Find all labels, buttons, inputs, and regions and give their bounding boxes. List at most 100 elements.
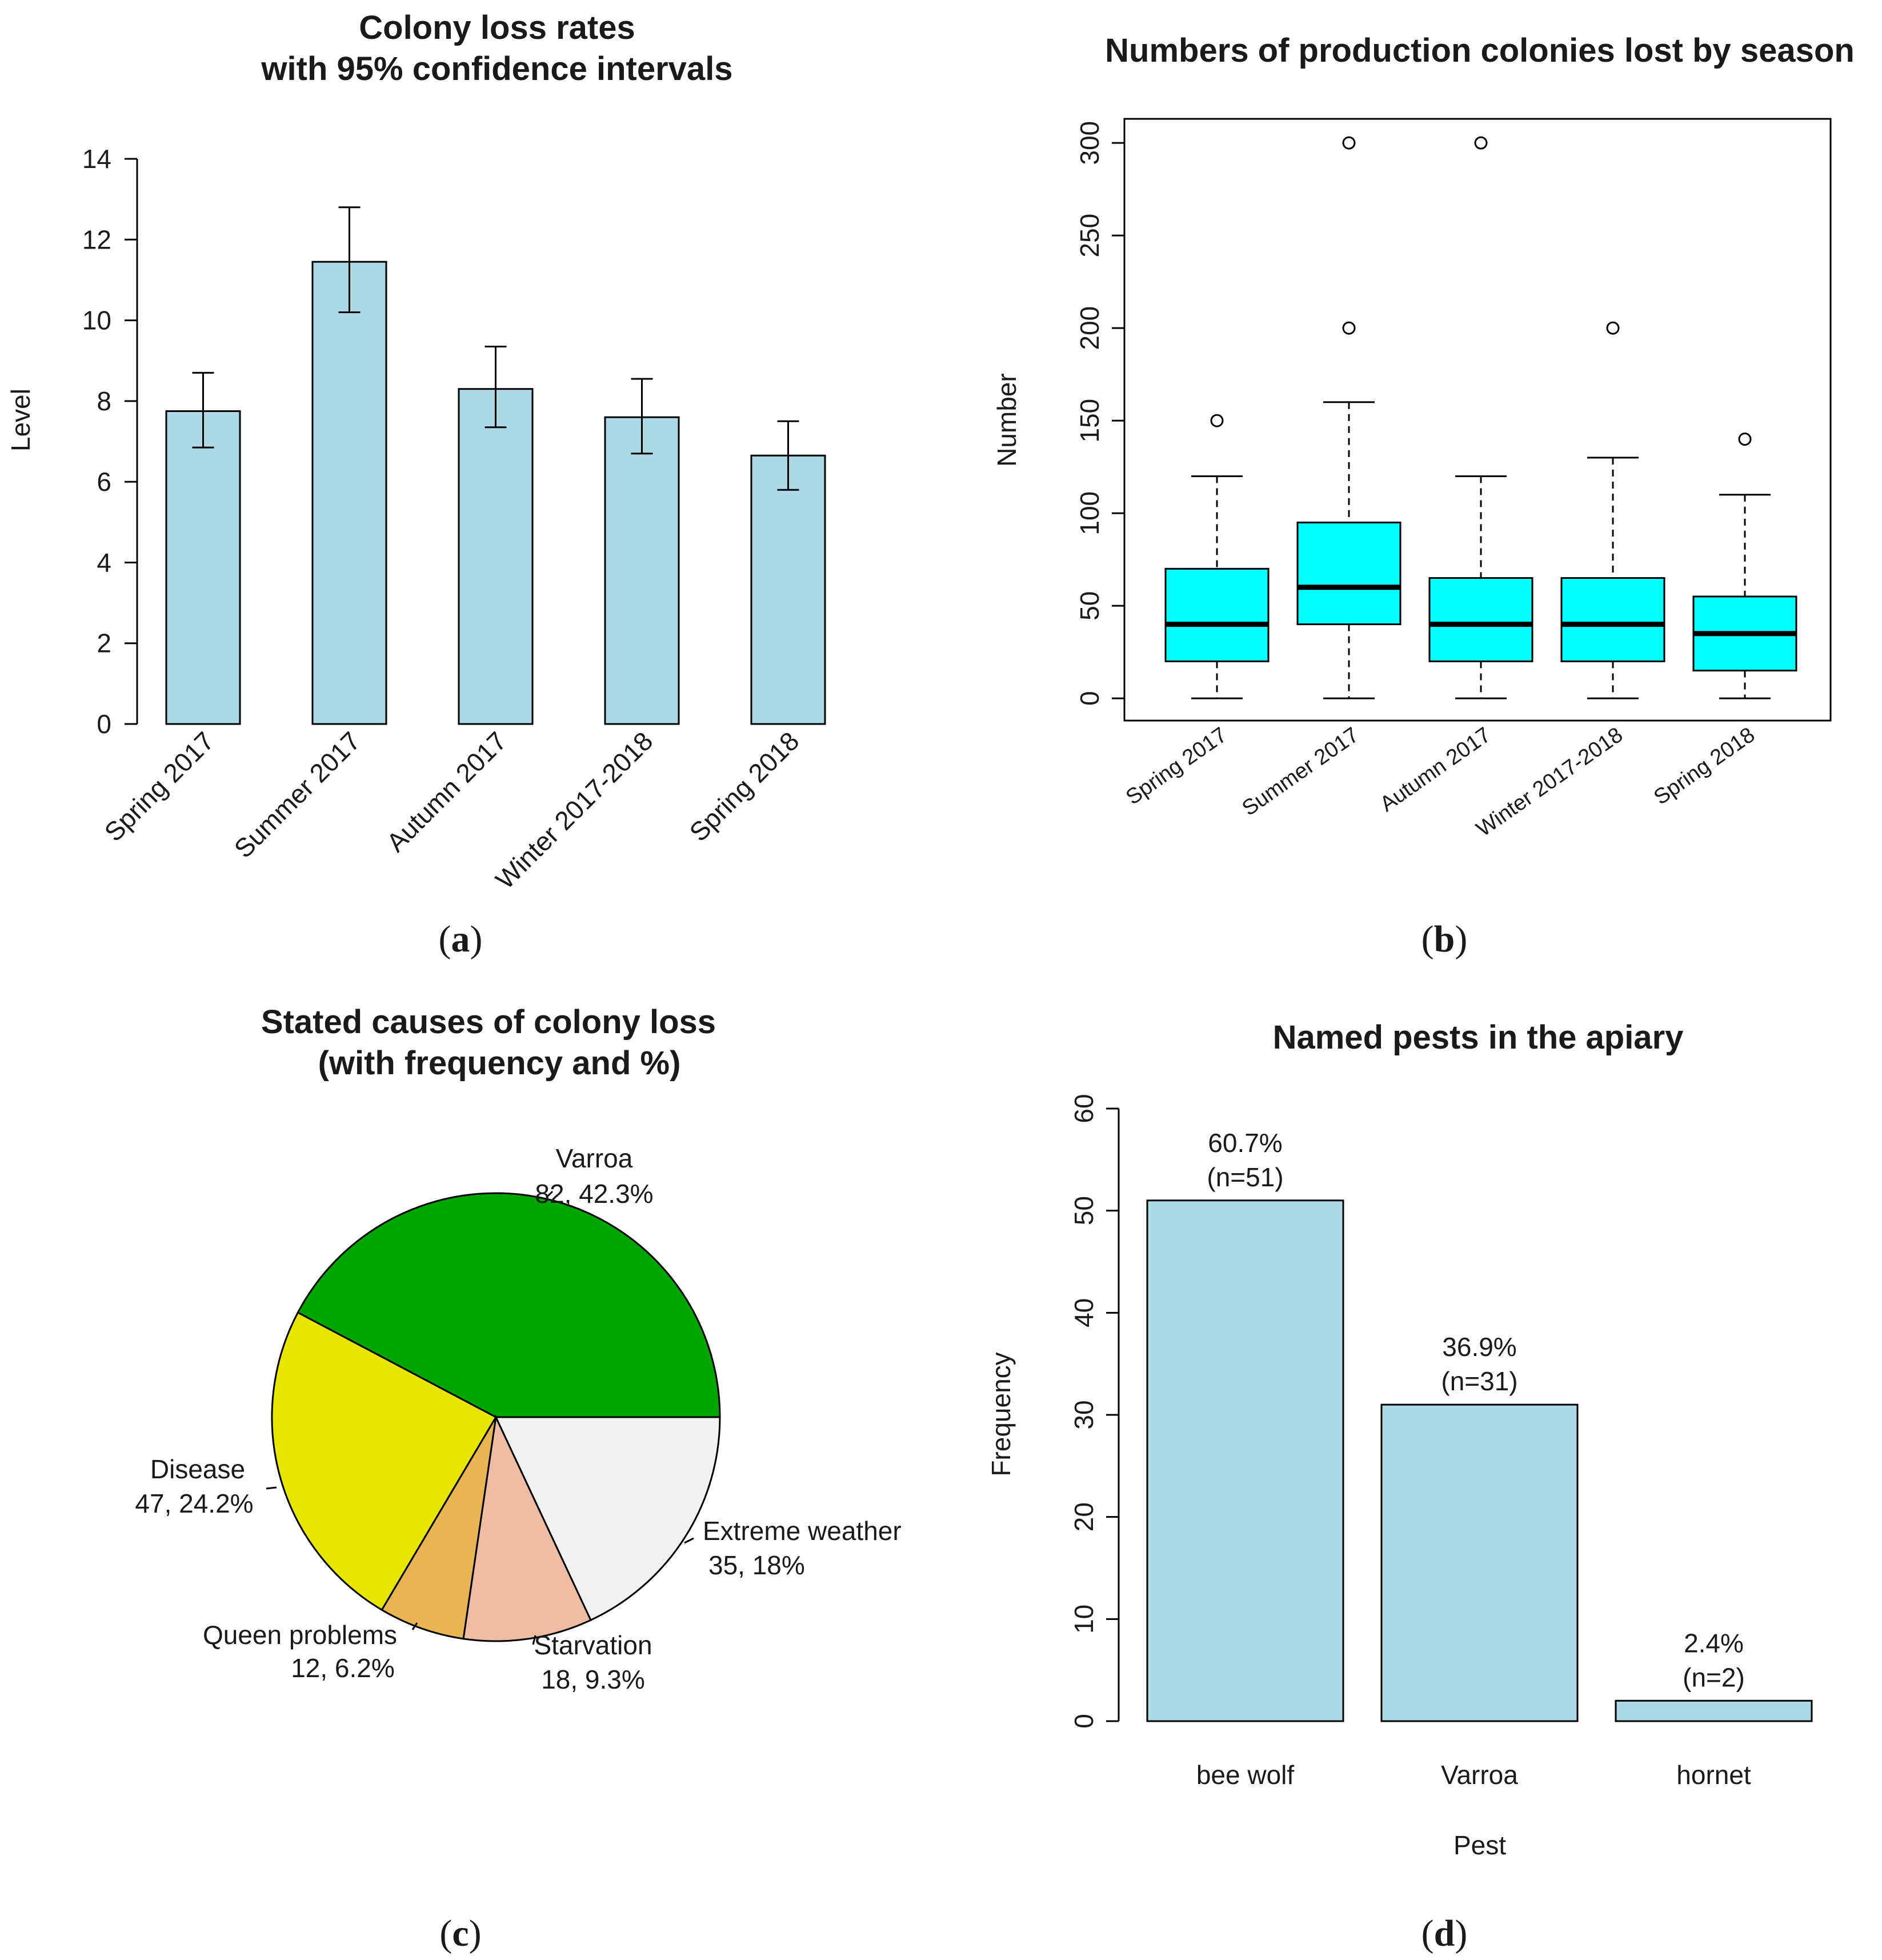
- panel-d-bar-2: [1615, 1699, 1813, 1722]
- panel-c-slice-labels: Varroa 82, 42.3% Disease 47, 24.2% Queen pro…: [135, 1143, 901, 1694]
- panel-a-x-labels: Spring 2017 Summer 2017 Autumn 2017Winter …: [98, 726, 804, 894]
- panel-d-x-labels: bee wolf Varroa hornet: [1196, 1760, 1751, 1790]
- panel-d-y-tick-label-2: 20: [1069, 1502, 1099, 1531]
- panel-a-x-label-0: Spring 2017: [98, 726, 219, 847]
- panel-d-value-label-n-1: (n=31): [1441, 1366, 1517, 1396]
- panel-d-caption-letter: d: [1434, 1913, 1455, 1954]
- panel-b-y-tick-label-1: 50: [1075, 591, 1104, 621]
- panel-b-box-3: [1560, 577, 1665, 662]
- panel-c-slice-3: [462, 1414, 592, 1642]
- panel-a-bar-0: [165, 410, 241, 725]
- panel-c-label-tick-3: [532, 1635, 536, 1645]
- panel-c-slice-value-3: 18, 9.3%: [541, 1665, 645, 1694]
- panel-d-value-label-pct-0: 60.7%: [1208, 1128, 1282, 1158]
- panel-a-y-tick-label-4: 8: [97, 386, 111, 416]
- panel-c-slice-value-1: 47, 24.2%: [135, 1489, 253, 1518]
- panel-d-y-tick-label-5: 50: [1069, 1196, 1099, 1225]
- panel-b-outlier-1-0: [1342, 321, 1356, 335]
- panel-d-y-tick-label-1: 10: [1069, 1605, 1099, 1634]
- panel-a-y-tick-label-7: 14: [82, 144, 111, 174]
- panel-a-y-tick-label-5: 10: [82, 306, 111, 335]
- panel-c-slice-value-2: 12, 6.2%: [291, 1653, 395, 1683]
- panel-b-boxes: [1164, 136, 1797, 699]
- panel-b-y-ticks: 0 50 100 150 200 250 300: [1075, 121, 1124, 706]
- panel-b-title: Numbers of production colonies lost by s…: [1105, 32, 1855, 69]
- panel-a-title-line-2: with 95% confidence intervals: [261, 50, 732, 87]
- panel-b-box-group-4: [1692, 433, 1797, 699]
- panel-c-slice-value-4: 35, 18%: [708, 1550, 805, 1580]
- panel-d-y-tick-label-6: 60: [1069, 1094, 1099, 1123]
- panel-b-x-label-2: Autumn 2017: [1376, 723, 1495, 817]
- panel-b-x-label-3: Winter 2017-2018: [1472, 723, 1628, 842]
- panel-b-y-tick-label-3: 150: [1075, 399, 1104, 443]
- panel-d-value-label-n-2: (n=2): [1683, 1662, 1745, 1692]
- panel-d-x-label-0: bee wolf: [1196, 1760, 1295, 1790]
- panel-b-box-0: [1164, 567, 1270, 662]
- panel-b-y-tick-label-6: 300: [1075, 121, 1104, 165]
- panel-d-y-tick-label-4: 40: [1069, 1298, 1099, 1327]
- panel-c-label-tick-1: [266, 1486, 277, 1490]
- panel-d-x-label: Pest: [1453, 1830, 1506, 1860]
- panel-b-x-label-4: Spring 2018: [1649, 723, 1759, 810]
- panel-d-bar-0: [1146, 1199, 1344, 1722]
- panel-d-caption: (d): [1421, 1913, 1468, 1954]
- panel-b-box-1: [1296, 521, 1402, 626]
- panel-d-y-tick-label-3: 30: [1069, 1400, 1099, 1429]
- panel-d-value-label-pct-2: 2.4%: [1684, 1628, 1744, 1658]
- panel-c-slice-2: [381, 1417, 497, 1640]
- panel-c-caption: (c): [439, 1913, 481, 1954]
- panel-b-plot-frame: [1123, 118, 1832, 722]
- panel-a-y-tick-label-3: 6: [97, 467, 111, 497]
- panel-a-error-bars: [192, 206, 799, 491]
- panel-c-slice-name-2: Queen problems: [203, 1620, 397, 1650]
- panel-c-slices: [271, 1192, 721, 1642]
- panel-c-slice-name-3: Starvation: [534, 1630, 652, 1660]
- panel-d-x-label-1: Varroa: [1441, 1760, 1518, 1790]
- panel-b-x-label-1: Summer 2017: [1238, 723, 1364, 821]
- panel-a-bars: [165, 261, 826, 725]
- panel-c-slice-value-0: 82, 42.3%: [535, 1179, 653, 1209]
- panel-c-title-line-2: (with frequency and %): [318, 1045, 681, 1082]
- panel-b-outlier-1-1: [1342, 136, 1356, 150]
- panel-c-slice-0: [297, 1192, 721, 1418]
- panel-c-label-tick-2: [411, 1622, 418, 1630]
- panel-d-bar-1: [1380, 1403, 1579, 1722]
- panel-b-outlier-0-0: [1210, 414, 1224, 427]
- panel-a-x-label-4: Spring 2018: [683, 726, 804, 847]
- panel-b-y-tick-label-0: 0: [1075, 691, 1104, 706]
- panel-a-title-line-1: Colony loss rates: [359, 9, 635, 46]
- panel-c-caption-letter: c: [452, 1913, 469, 1954]
- panel-c-slice-name-0: Varroa: [556, 1143, 633, 1173]
- panel-b-caption: (b): [1421, 918, 1468, 960]
- panel-c-slice-name-4: Extreme weather: [703, 1516, 902, 1546]
- panel-d-bars: [1146, 1199, 1813, 1722]
- panel-c-label-tick-4: [684, 1537, 694, 1544]
- panel-d-x-label-2: hornet: [1676, 1760, 1751, 1790]
- panel-c-label-tick-0: [547, 1190, 554, 1197]
- panel-d-value-label-n-0: (n=51): [1207, 1162, 1283, 1192]
- panel-a-bar-1: [311, 261, 387, 725]
- panel-b-x-label-0: Spring 2017: [1122, 723, 1231, 810]
- panel-b-box-group-3: [1560, 321, 1665, 699]
- panel-c-slice-4: [494, 1416, 721, 1622]
- panel-a-caption-letter: a: [451, 918, 470, 960]
- panel-b-y-tick-label-5: 250: [1075, 214, 1104, 258]
- panel-a-y-tick-label-1: 2: [97, 629, 111, 658]
- panel-c-title-line-1: Stated causes of colony loss: [261, 1003, 716, 1041]
- panel-d-title: Named pests in the apiary: [1273, 1019, 1684, 1056]
- panel-a-y-ticks: 0 2 4 6 8 10 12 14: [82, 144, 137, 739]
- panel-a-y-tick-label-2: 4: [97, 547, 111, 577]
- panel-a-y-tick-label-6: 12: [82, 225, 111, 254]
- panel-d-named-pests-chart: Named pests in the apiary 0102030405060 …: [986, 1019, 1813, 1954]
- panel-b-y-tick-label-4: 200: [1075, 306, 1104, 350]
- panel-d-y-ticks: 0 10 20 30 40 50 60: [1069, 1094, 1119, 1729]
- panel-b-colonies-lost-boxplot: Numbers of production colonies lost by s…: [992, 32, 1855, 960]
- panel-a-y-label: Level: [6, 389, 35, 451]
- panel-a-loss-rates-chart: Colony loss rates with 95% confidence in…: [6, 9, 826, 960]
- panel-d-value-labels: 60.7% (n=51) 36.9% (n=31) 2.4% (n=2): [1207, 1128, 1744, 1692]
- panel-a-y-tick-label-0: 0: [97, 709, 111, 739]
- panel-b-x-labels: Spring 2017 Summer 2017 Autumn 2017Winter …: [1122, 723, 1759, 842]
- panel-d-value-label-pct-1: 36.9%: [1442, 1332, 1516, 1362]
- panel-b-outlier-2-0: [1474, 136, 1488, 150]
